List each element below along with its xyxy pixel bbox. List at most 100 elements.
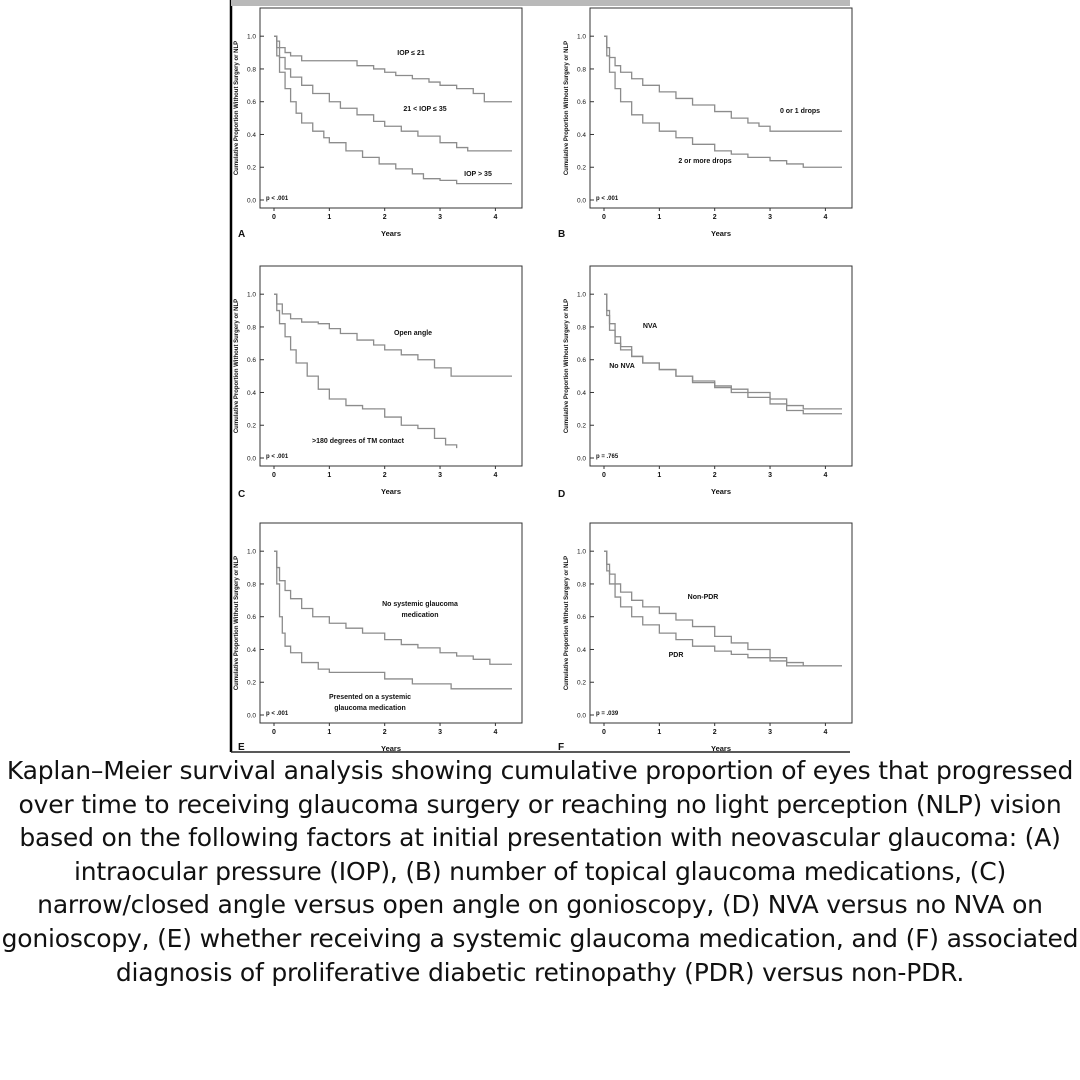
x-tick-label: 3 xyxy=(768,214,772,221)
x-tick-label: 0 xyxy=(272,472,276,479)
y-tick-label: 0.0 xyxy=(247,198,256,205)
km-curve xyxy=(604,550,842,667)
panel-e: 0.0 0.2 0.4 0.6 0.8 1.0 0 1 2 3 4 Years Cumulative P… xyxy=(234,522,523,753)
x-tick-label: 2 xyxy=(713,729,717,736)
panel-label: E xyxy=(238,742,245,753)
y-tick-label: 1.0 xyxy=(577,34,586,41)
panel-label: F xyxy=(558,742,564,753)
panel-a: 0.0 0.2 0.4 0.6 0.8 1.0 0 1 2 3 4 Years Cumulative P… xyxy=(234,7,523,240)
x-tick-label: 4 xyxy=(823,214,827,221)
y-tick-label: 1.0 xyxy=(247,292,256,299)
x-tick-label: 1 xyxy=(657,472,661,479)
series-annotation: 0 or 1 drops xyxy=(780,108,820,115)
y-tick-label: 0.8 xyxy=(247,324,256,331)
x-tick-label: 0 xyxy=(272,729,276,736)
x-axis-label: Years xyxy=(711,744,731,753)
x-tick-label: 0 xyxy=(272,214,276,221)
y-tick-label: 0.0 xyxy=(577,456,586,463)
y-tick-label: 0.8 xyxy=(247,581,256,588)
x-tick-label: 3 xyxy=(768,472,772,479)
panel-label: B xyxy=(558,229,565,240)
x-tick-label: 4 xyxy=(493,729,497,736)
plot-frame xyxy=(259,265,523,467)
y-tick-label: 0.4 xyxy=(577,132,586,139)
plot-frame xyxy=(589,7,853,209)
series-annotation: PDR xyxy=(669,652,684,659)
p-value: p = .039 xyxy=(596,711,619,717)
y-tick-label: 0.0 xyxy=(577,713,586,720)
y-tick-label: 0.2 xyxy=(577,165,586,172)
figure-top-gray-bar xyxy=(231,0,850,6)
km-curve xyxy=(274,293,458,449)
series-annotation: Presented on a systemic glaucoma medicati… xyxy=(329,694,411,712)
km-curve xyxy=(604,35,842,132)
y-tick-label: 0.2 xyxy=(247,680,256,687)
y-tick-label: 0.8 xyxy=(247,66,256,73)
y-axis-label: Cumulative Proportion Without Surgery or… xyxy=(564,556,570,690)
km-curve xyxy=(274,550,512,690)
y-tick-label: 1.0 xyxy=(247,34,256,41)
panel-label: D xyxy=(558,489,565,500)
x-tick-label: 1 xyxy=(327,729,331,736)
series-annotation: >180 degrees of TM contact xyxy=(312,438,405,445)
x-axis-label: Years xyxy=(711,487,731,496)
x-tick-label: 0 xyxy=(602,214,606,221)
x-tick-label: 1 xyxy=(327,214,331,221)
x-tick-label: 3 xyxy=(438,214,442,221)
km-curve xyxy=(274,35,512,152)
x-axis-label: Years xyxy=(381,229,401,238)
km-curve xyxy=(274,35,512,185)
x-axis-label: Years xyxy=(381,744,401,753)
series-annotation: Open angle xyxy=(394,330,432,337)
y-tick-label: 0.8 xyxy=(577,581,586,588)
y-axis-label: Cumulative Proportion Without Surgery or… xyxy=(564,41,570,175)
km-curve xyxy=(274,550,512,665)
x-tick-label: 2 xyxy=(383,729,387,736)
y-tick-label: 0.8 xyxy=(577,324,586,331)
plot-frame xyxy=(259,7,523,209)
y-tick-label: 1.0 xyxy=(247,549,256,556)
y-tick-label: 0.4 xyxy=(577,390,586,397)
x-tick-label: 2 xyxy=(383,214,387,221)
km-curve xyxy=(604,293,842,415)
panel-label: C xyxy=(238,489,245,500)
figure-caption: Kaplan–Meier survival analysis showing c… xyxy=(1,756,1079,987)
y-tick-label: 0.6 xyxy=(577,614,586,621)
series-annotation: No NVA xyxy=(609,363,635,370)
y-tick-label: 0.6 xyxy=(577,99,586,106)
y-tick-label: 0.6 xyxy=(577,357,586,364)
y-axis-label: Cumulative Proportion Without Surgery or… xyxy=(234,41,240,175)
x-tick-label: 3 xyxy=(438,729,442,736)
x-tick-label: 2 xyxy=(383,472,387,479)
panel-d: 0.0 0.2 0.4 0.6 0.8 1.0 0 1 2 3 4 Years Cumulative P… xyxy=(558,265,853,500)
x-tick-label: 0 xyxy=(602,729,606,736)
y-tick-label: 0.8 xyxy=(577,66,586,73)
x-tick-label: 1 xyxy=(327,472,331,479)
p-value: p < .001 xyxy=(266,454,289,460)
km-curve xyxy=(604,293,842,410)
y-tick-label: 0.4 xyxy=(247,647,256,654)
x-tick-label: 4 xyxy=(823,472,827,479)
panel-b: 0.0 0.2 0.4 0.6 0.8 1.0 0 1 2 3 4 Years Cumulative P… xyxy=(558,7,853,240)
y-axis-label: Cumulative Proportion Without Surgery or… xyxy=(564,299,570,433)
y-tick-label: 0.4 xyxy=(247,132,256,139)
series-annotation: IOP ≤ 21 xyxy=(397,50,425,57)
km-curve xyxy=(274,35,512,103)
plot-frame xyxy=(589,265,853,467)
p-value: p < .001 xyxy=(266,711,289,717)
y-tick-label: 0.4 xyxy=(577,647,586,654)
panel-label: A xyxy=(238,229,245,240)
kaplan-meier-figure: 0.0 0.2 0.4 0.6 0.8 1.0 0 1 2 3 4 Years Cumulative P… xyxy=(229,0,853,753)
y-tick-label: 0.6 xyxy=(247,99,256,106)
y-axis-label: Cumulative Proportion Without Surgery or… xyxy=(234,556,240,690)
y-axis-label: Cumulative Proportion Without Surgery or… xyxy=(234,299,240,433)
y-tick-label: 0.0 xyxy=(577,198,586,205)
x-tick-label: 4 xyxy=(493,472,497,479)
y-tick-label: 1.0 xyxy=(577,292,586,299)
x-tick-label: 3 xyxy=(438,472,442,479)
y-tick-label: 0.2 xyxy=(247,165,256,172)
series-annotation: IOP > 35 xyxy=(464,171,492,178)
series-annotation: 2 or more drops xyxy=(678,158,731,165)
x-tick-label: 4 xyxy=(493,214,497,221)
y-tick-label: 0.2 xyxy=(247,423,256,430)
